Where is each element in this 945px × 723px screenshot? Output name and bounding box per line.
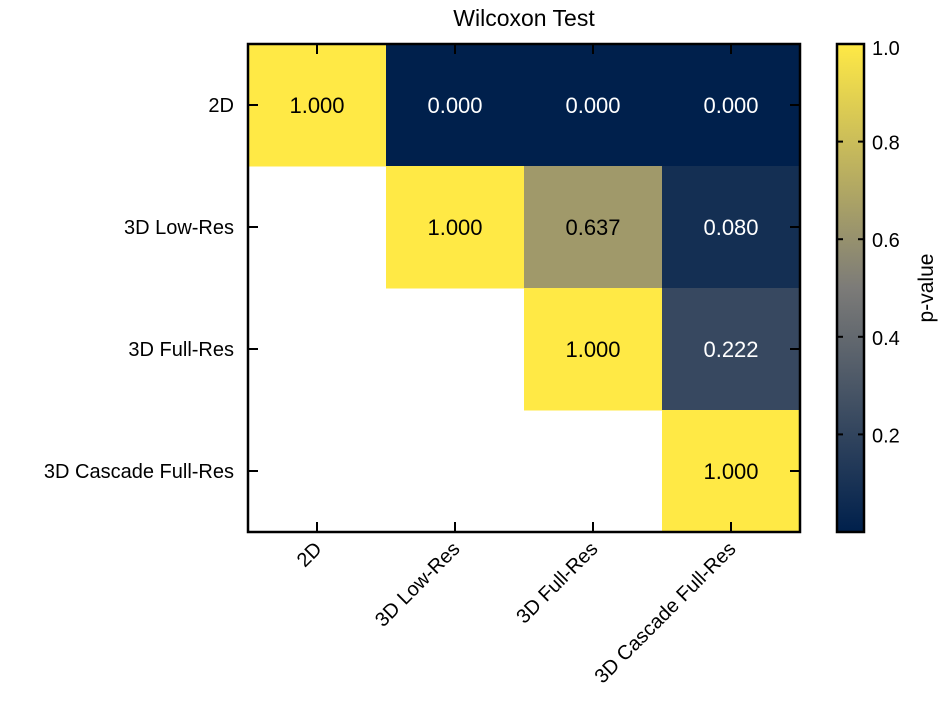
colorbar-label: p-value <box>915 254 938 323</box>
y-tick-label: 3D Full-Res <box>128 339 234 361</box>
cell-value-label: 0.222 <box>703 337 758 362</box>
y-tick-label: 2D <box>208 95 234 117</box>
cell-value-label: 0.080 <box>703 215 758 240</box>
cell-value-label: 1.000 <box>289 93 344 118</box>
cell-value-label: 1.000 <box>427 215 482 240</box>
colorbar-tick-label: 0.8 <box>872 133 900 155</box>
heatmap-cell <box>662 288 801 411</box>
heatmap-cell <box>386 166 525 289</box>
cell-value-label: 1.000 <box>565 337 620 362</box>
y-tick-label: 3D Cascade Full-Res <box>44 461 234 483</box>
colorbar-tick-label: 0.6 <box>872 230 900 252</box>
cell-value-labels: 1.000 0.000 0.000 0.000 1.000 0.637 0.080 1.000… <box>289 93 758 484</box>
axis-ticks <box>248 44 800 532</box>
x-tick-label: 2D <box>293 538 327 572</box>
heatmap-cell <box>662 44 801 167</box>
cell-value-label: 0.000 <box>427 93 482 118</box>
heatmap-cell <box>386 44 525 167</box>
colorbar-tick-label: 1.0 <box>872 38 900 60</box>
cell-value-label: 0.000 <box>703 93 758 118</box>
heatmap-cell <box>248 44 387 167</box>
heatmap-cell <box>662 410 801 533</box>
plot-frame <box>246 42 802 534</box>
y-tick-label: 3D Low-Res <box>124 217 234 239</box>
heatmap-cell <box>524 288 663 411</box>
x-tick-label: 3D Cascade Full-Res <box>591 538 741 688</box>
chart-title: Wilcoxon Test <box>453 5 595 31</box>
colorbar-tick-label: 0.4 <box>872 328 900 350</box>
colorbar <box>835 42 866 534</box>
x-tick-label: 3D Full-Res <box>512 538 602 628</box>
x-tick-label: 3D Low-Res <box>371 538 464 631</box>
heatmap-cell <box>662 166 801 289</box>
colorbar-tick-label: 0.2 <box>872 425 900 447</box>
y-tick-labels: 2D 3D Low-Res 3D Full-Res 3D Cascade Full-R… <box>44 95 234 483</box>
colorbar-ticks: 0.2 0.4 0.6 0.8 1.0 <box>837 38 900 447</box>
cell-value-label: 0.637 <box>565 215 620 240</box>
cell-value-label: 1.000 <box>703 459 758 484</box>
heatmap-cell <box>524 166 663 289</box>
cell-value-label: 0.000 <box>565 93 620 118</box>
heatmap-cells <box>248 44 801 533</box>
heatmap-cell <box>524 44 663 167</box>
